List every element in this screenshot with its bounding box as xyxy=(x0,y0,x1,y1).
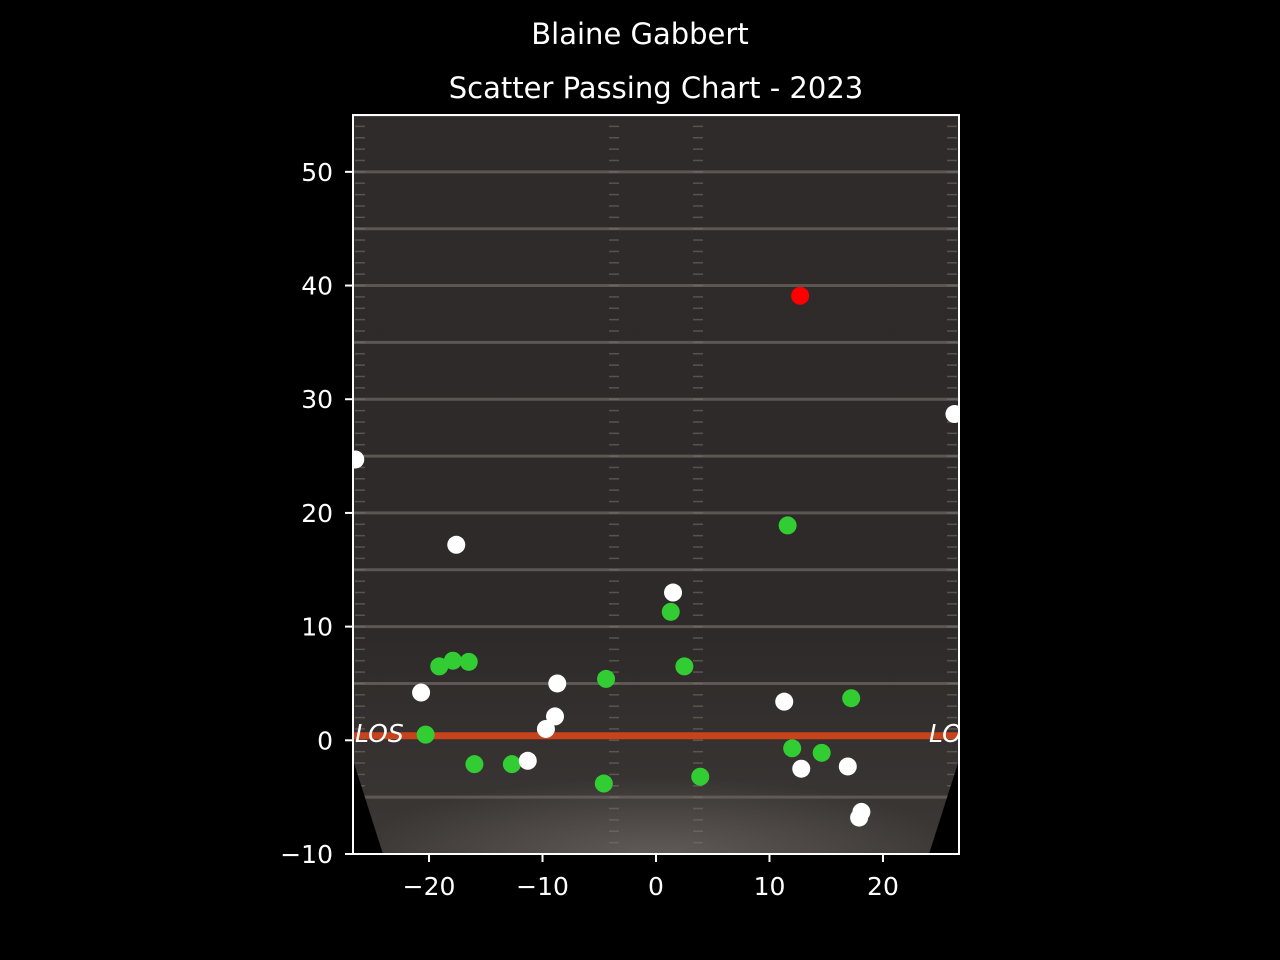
scatter-point xyxy=(536,719,555,738)
data-points xyxy=(353,286,959,827)
field-corner-right xyxy=(929,760,959,854)
scatter-point xyxy=(412,683,431,702)
y-tick-label: 0 xyxy=(317,726,333,755)
scatter-point xyxy=(775,692,794,711)
x-axis: −20 −10 0 10 20 xyxy=(403,854,899,901)
scatter-point xyxy=(443,651,462,670)
scatter-point xyxy=(783,739,802,758)
scatter-point xyxy=(597,669,616,688)
x-tick-label: 0 xyxy=(648,872,664,901)
x-tick-label: 20 xyxy=(867,872,899,901)
scatter-point xyxy=(518,751,537,770)
scatter-point xyxy=(416,725,435,744)
scatter-point xyxy=(812,743,831,762)
y-tick-label: −10 xyxy=(280,840,333,869)
y-tick-label: 50 xyxy=(301,158,333,187)
scatter-point xyxy=(353,450,365,469)
los-label-right: LOS xyxy=(929,719,978,748)
scatter-point xyxy=(459,652,478,671)
scatter-point xyxy=(465,755,484,774)
y-tick-label: 20 xyxy=(301,499,333,528)
scatter-point xyxy=(548,674,567,693)
y-tick-label: 10 xyxy=(301,613,333,642)
scatter-point xyxy=(502,755,521,774)
field-background: LOS LOS xyxy=(353,115,978,854)
field-corner-left xyxy=(353,760,383,854)
scatter-point xyxy=(792,759,811,778)
scatter-point xyxy=(594,774,613,793)
scatter-point xyxy=(778,516,797,535)
scatter-point xyxy=(838,757,857,776)
scatter-point xyxy=(447,535,466,554)
scatter-point xyxy=(945,405,959,424)
scatter-point xyxy=(850,808,869,827)
scatter-point xyxy=(430,657,449,676)
scatter-point xyxy=(691,767,710,786)
x-tick-label: −10 xyxy=(516,872,569,901)
scatter-point xyxy=(661,602,680,621)
x-tick-label: −20 xyxy=(403,872,456,901)
scatter-point xyxy=(546,707,564,726)
chart-suptitle: Blaine Gabbert xyxy=(531,17,748,51)
y-axis: −10 0 10 20 30 40 50 xyxy=(280,158,353,869)
y-tick-label: 30 xyxy=(301,385,333,414)
scatter-point xyxy=(675,657,694,676)
los-label-left: LOS xyxy=(355,719,404,748)
scatter-point xyxy=(791,286,810,305)
x-tick-label: 10 xyxy=(754,872,786,901)
scatter-point xyxy=(842,689,861,708)
chart-title: Scatter Passing Chart - 2023 xyxy=(449,71,863,105)
y-tick-label: 40 xyxy=(301,272,333,301)
scatter-point xyxy=(664,583,683,602)
